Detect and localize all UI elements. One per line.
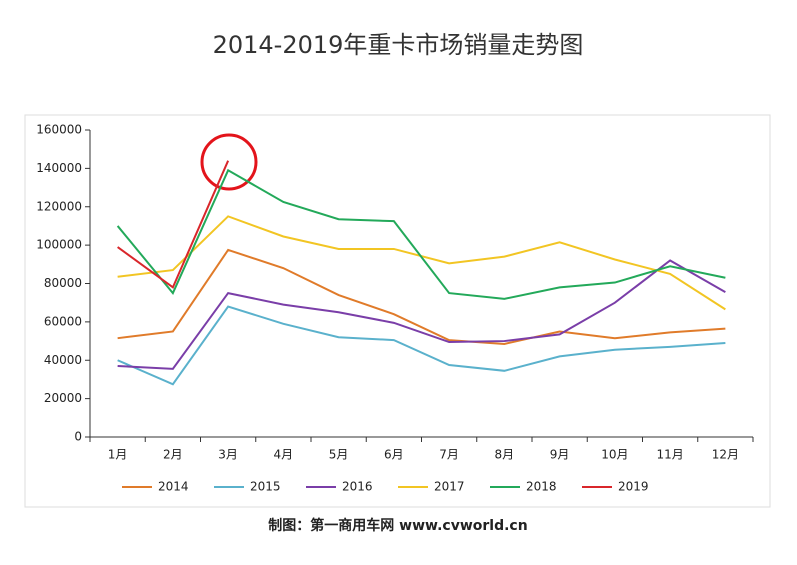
legend-label: 2015: [250, 480, 281, 494]
y-tick-label: 100000: [36, 238, 82, 252]
x-tick-label: 3月: [218, 448, 238, 462]
chart-title: 2014-2019年重卡市场销量走势图: [213, 31, 584, 59]
highlight-circle: [200, 133, 258, 191]
footer: 制图：第一商用车网 www.cvworld.cn: [268, 517, 527, 534]
legend-label: 2016: [342, 480, 373, 494]
legend-label: 2017: [434, 480, 465, 494]
x-tick-label: 12月: [712, 448, 739, 462]
x-tick-label: 1月: [108, 448, 128, 462]
y-tick-label: 160000: [36, 123, 82, 137]
x-tick-label: 11月: [656, 448, 683, 462]
x-tick-label: 9月: [550, 448, 570, 462]
series-line: [116, 168, 726, 300]
series-line: [117, 259, 726, 370]
series-line: [117, 248, 726, 345]
x-tick-label: 7月: [439, 448, 459, 462]
series-line: [117, 160, 230, 289]
y-tick-label: 40000: [44, 353, 82, 367]
x-tick-label: 5月: [329, 448, 349, 462]
y-tick-label: 60000: [44, 314, 82, 328]
y-tick-label: 80000: [44, 276, 82, 290]
legend-label: 2014: [158, 480, 189, 494]
x-tick-label: 8月: [495, 448, 515, 462]
legend-label: 2018: [526, 480, 557, 494]
x-tick-label: 2月: [163, 448, 183, 462]
x-tick-label: 10月: [601, 448, 628, 462]
y-tick-label: 0: [74, 430, 82, 444]
y-tick-label: 120000: [36, 199, 82, 213]
series-line: [117, 215, 726, 311]
x-tick-label: 6月: [384, 448, 404, 462]
series-line: [117, 305, 726, 386]
panel: [24, 114, 771, 508]
legend-label: 2019: [618, 480, 649, 494]
x-tick-label: 4月: [274, 448, 294, 462]
y-tick-label: 140000: [36, 161, 82, 175]
y-tick-label: 20000: [44, 391, 82, 405]
